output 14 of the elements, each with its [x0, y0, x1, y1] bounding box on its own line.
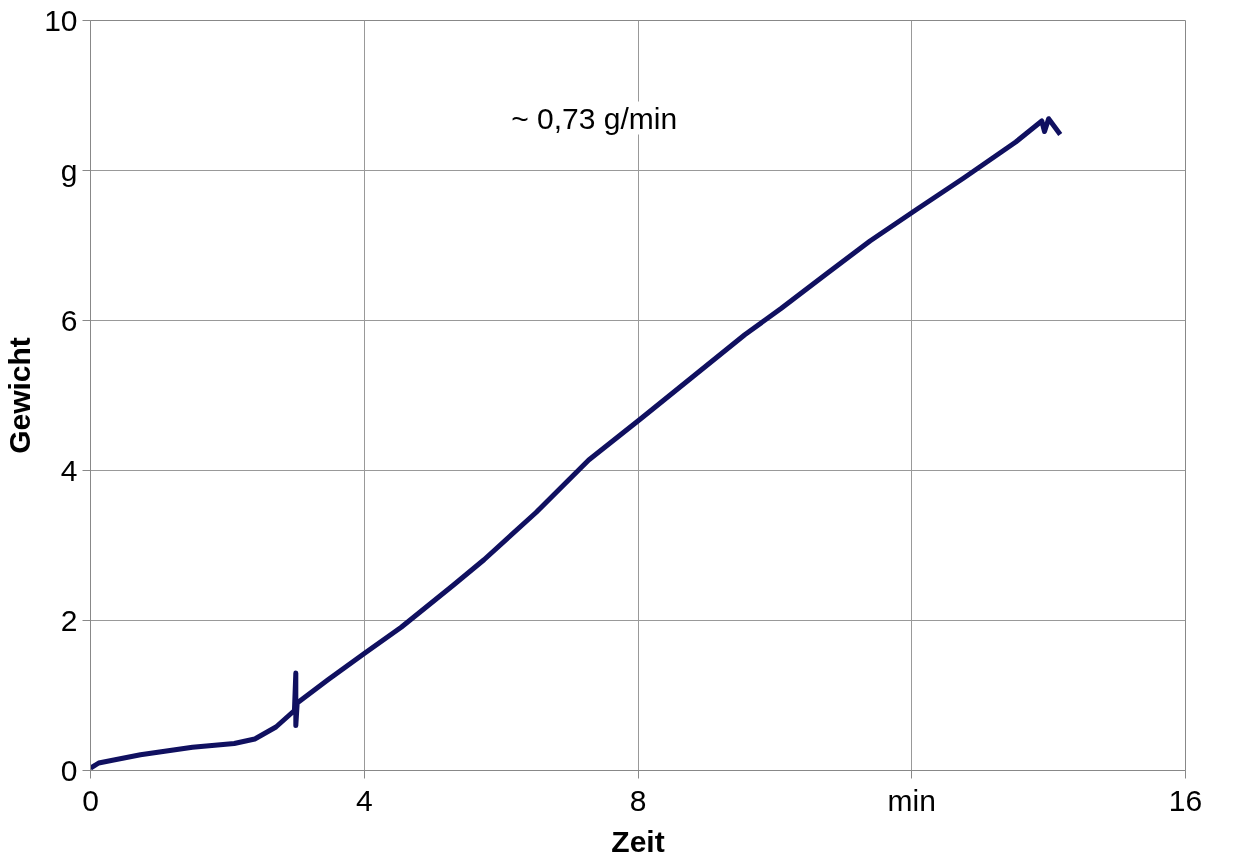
x-axis-title: Zeit: [611, 824, 665, 858]
y-tick-label: 10: [44, 4, 78, 37]
y-tick-label: 6: [60, 304, 78, 337]
x-tick-label: min: [887, 783, 936, 817]
x-tick-label: 16: [1168, 783, 1203, 817]
y-tick-label: 4: [60, 454, 78, 487]
y-tick-label: g: [60, 154, 78, 187]
x-tick-label: 8: [629, 783, 647, 817]
annotation: ~ 0,73 g/min: [511, 101, 678, 135]
y-tick-label: 0: [60, 754, 78, 787]
x-tick-label: 4: [355, 783, 373, 817]
y-tick-label: 2: [60, 604, 78, 637]
x-tick-label: 0: [82, 783, 99, 817]
y-axis-title: Gewicht: [3, 337, 37, 454]
